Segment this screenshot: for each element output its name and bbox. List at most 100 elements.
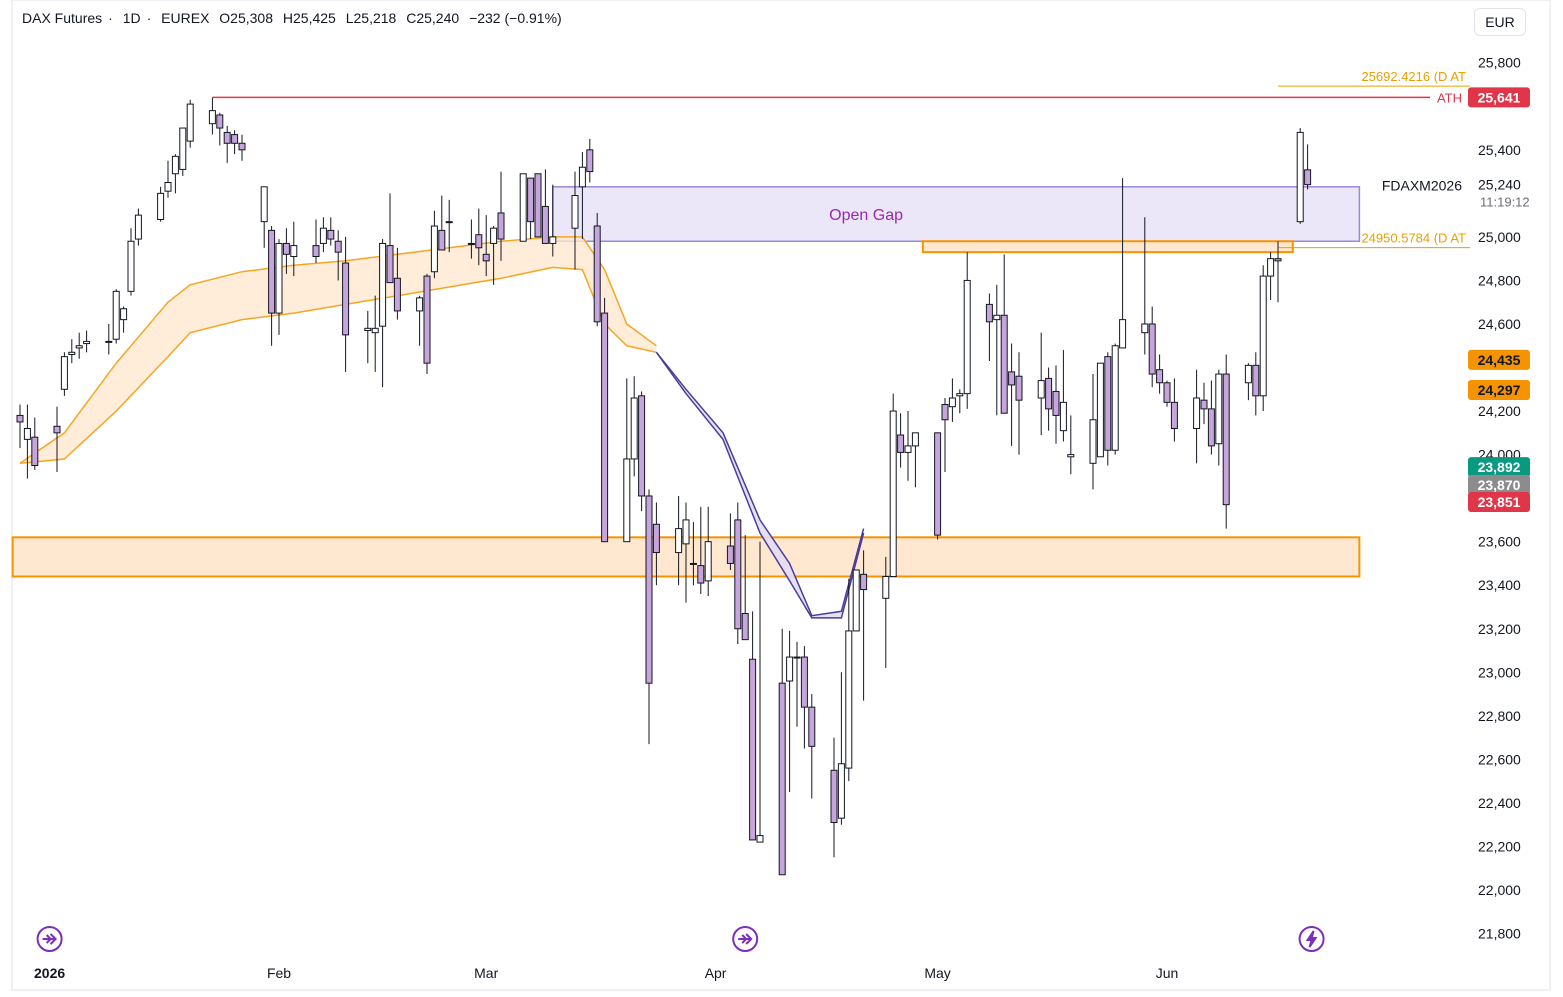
candle-10[interactable] bbox=[120, 308, 128, 321]
candle-51[interactable] bbox=[541, 205, 549, 244]
candle-34[interactable] bbox=[371, 327, 379, 334]
candle-79[interactable] bbox=[837, 763, 845, 819]
candle-55[interactable] bbox=[586, 149, 594, 173]
candle-112[interactable] bbox=[1170, 401, 1178, 429]
candle-84[interactable] bbox=[889, 410, 897, 578]
price-tag-ema-upper[interactable] bbox=[1468, 349, 1530, 370]
candle-78[interactable] bbox=[830, 769, 838, 824]
candle-100[interactable] bbox=[1052, 390, 1060, 416]
candle-46[interactable] bbox=[490, 227, 498, 244]
candle-73[interactable] bbox=[778, 682, 786, 876]
candle-105[interactable] bbox=[1104, 356, 1112, 451]
candle-11[interactable] bbox=[127, 240, 135, 292]
candle-45[interactable] bbox=[482, 253, 490, 262]
candle-62[interactable] bbox=[652, 523, 660, 554]
candle-47[interactable] bbox=[497, 212, 505, 240]
candle-24[interactable] bbox=[268, 229, 276, 314]
candle-33[interactable] bbox=[364, 327, 372, 332]
candle-110[interactable] bbox=[1156, 369, 1164, 384]
open-gap-zone[interactable] bbox=[552, 186, 1361, 243]
candle-72[interactable] bbox=[756, 835, 764, 843]
candle-80[interactable] bbox=[845, 630, 853, 769]
candle-22[interactable] bbox=[238, 142, 246, 151]
candle-93[interactable] bbox=[985, 303, 993, 323]
candle-122[interactable] bbox=[1274, 258, 1282, 262]
candle-74[interactable] bbox=[786, 656, 794, 682]
candle-91[interactable] bbox=[956, 393, 964, 397]
candle-124[interactable] bbox=[1304, 169, 1312, 186]
candle-116[interactable] bbox=[1215, 373, 1223, 445]
candle-6[interactable] bbox=[75, 345, 83, 349]
candle-21[interactable] bbox=[231, 134, 239, 144]
candle-27[interactable] bbox=[290, 245, 298, 257]
candle-14[interactable] bbox=[164, 181, 172, 192]
candle-20[interactable] bbox=[223, 131, 231, 144]
candle-98[interactable] bbox=[1037, 380, 1045, 399]
candle-123[interactable] bbox=[1296, 131, 1304, 223]
candle-15[interactable] bbox=[171, 155, 179, 175]
candle-1[interactable] bbox=[23, 427, 31, 440]
candle-40[interactable] bbox=[430, 225, 438, 273]
candle-49[interactable] bbox=[527, 177, 535, 223]
candle-104[interactable] bbox=[1096, 362, 1104, 458]
candle-31[interactable] bbox=[334, 240, 342, 253]
candle-71[interactable] bbox=[749, 658, 757, 841]
symbol-name[interactable]: DAX Futures bbox=[22, 10, 103, 26]
candle-99[interactable] bbox=[1045, 377, 1053, 410]
candle-103[interactable] bbox=[1089, 419, 1097, 464]
candle-8[interactable] bbox=[105, 340, 113, 343]
candle-2[interactable] bbox=[31, 436, 39, 466]
candle-69[interactable] bbox=[734, 519, 742, 630]
candle-58[interactable] bbox=[623, 458, 631, 543]
candle-12[interactable] bbox=[134, 214, 142, 240]
candle-113[interactable] bbox=[1193, 397, 1201, 429]
candle-19[interactable] bbox=[216, 114, 224, 129]
candle-13[interactable] bbox=[157, 192, 165, 220]
candle-67[interactable] bbox=[704, 541, 712, 582]
candle-87[interactable] bbox=[911, 432, 919, 447]
candle-30[interactable] bbox=[327, 229, 335, 240]
candle-90[interactable] bbox=[948, 397, 956, 408]
candle-50[interactable] bbox=[534, 173, 542, 238]
candle-75[interactable] bbox=[793, 656, 801, 659]
candle-101[interactable] bbox=[1059, 401, 1067, 432]
candle-107[interactable] bbox=[1119, 319, 1127, 349]
candle-119[interactable] bbox=[1252, 364, 1260, 397]
candle-28[interactable] bbox=[312, 245, 320, 257]
candle-57[interactable] bbox=[601, 312, 609, 543]
candle-117[interactable] bbox=[1222, 373, 1230, 506]
candle-3[interactable] bbox=[53, 425, 61, 434]
candle-114[interactable] bbox=[1200, 399, 1208, 410]
candle-83[interactable] bbox=[882, 576, 890, 599]
price-tag-ema-lower[interactable] bbox=[1468, 379, 1530, 400]
candle-121[interactable] bbox=[1267, 258, 1275, 277]
candle-53[interactable] bbox=[571, 195, 579, 229]
candle-95[interactable] bbox=[1000, 314, 1008, 414]
candle-59[interactable] bbox=[630, 397, 638, 460]
candle-86[interactable] bbox=[904, 445, 912, 453]
candle-44[interactable] bbox=[475, 234, 483, 249]
candle-65[interactable] bbox=[689, 562, 697, 565]
candle-18[interactable] bbox=[208, 110, 216, 125]
candle-5[interactable] bbox=[68, 351, 76, 355]
event-icon-2[interactable] bbox=[732, 926, 759, 952]
candle-115[interactable] bbox=[1207, 408, 1215, 447]
candle-41[interactable] bbox=[438, 229, 446, 251]
candle-102[interactable] bbox=[1067, 454, 1075, 458]
candle-81[interactable] bbox=[852, 569, 860, 632]
candle-43[interactable] bbox=[467, 242, 475, 245]
candle-17[interactable] bbox=[186, 103, 194, 142]
candle-76[interactable] bbox=[800, 656, 808, 708]
candle-77[interactable] bbox=[808, 706, 816, 747]
candle-42[interactable] bbox=[445, 221, 453, 224]
candle-35[interactable] bbox=[379, 242, 387, 327]
price-tag-green[interactable] bbox=[1468, 457, 1530, 478]
candle-89[interactable] bbox=[941, 404, 949, 421]
candle-63[interactable] bbox=[675, 528, 683, 554]
price-tag-ath[interactable] bbox=[1468, 87, 1530, 108]
price-tag-gray[interactable] bbox=[1468, 474, 1530, 495]
candle-97[interactable] bbox=[1015, 375, 1023, 401]
candle-25[interactable] bbox=[275, 242, 283, 314]
currency-button[interactable]: EUR bbox=[1474, 8, 1526, 36]
